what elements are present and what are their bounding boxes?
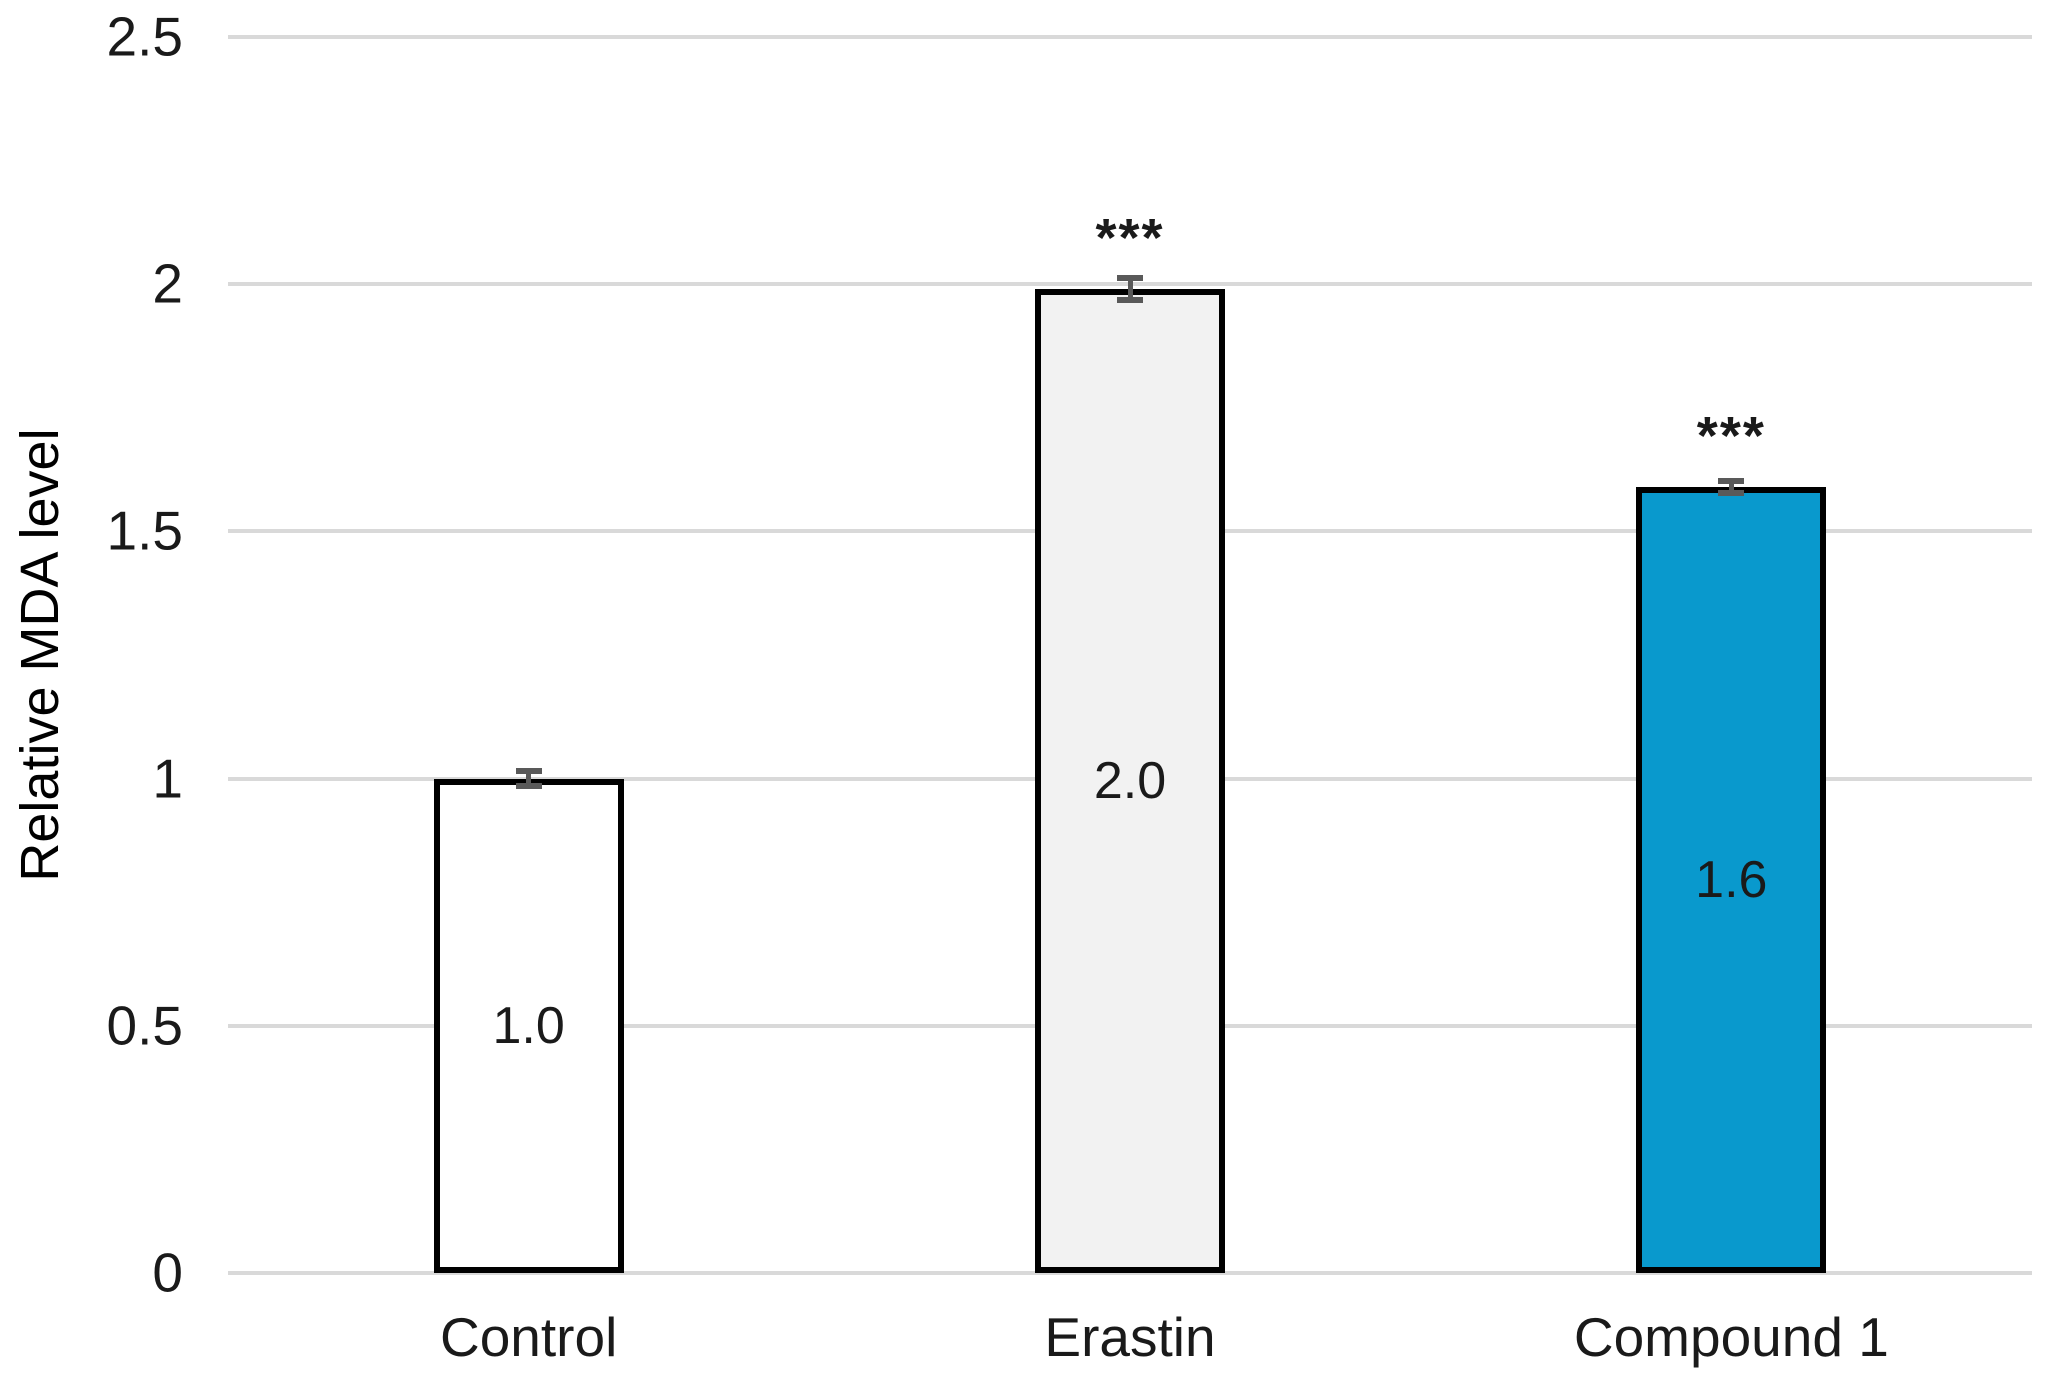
error-bar-cap: [1718, 477, 1745, 484]
x-tick-label: Compound 1: [1573, 1306, 1889, 1368]
error-bar: [526, 771, 532, 786]
bar-compound-1: [1636, 486, 1827, 1273]
significance-marker: ***: [1095, 208, 1165, 269]
bar-erastin: [1035, 289, 1225, 1273]
y-tick-label: 1.5: [106, 499, 183, 562]
error-bar-cap: [1117, 275, 1143, 282]
gridline: [228, 35, 2032, 39]
y-tick-label: 0.5: [106, 994, 183, 1057]
x-tick-label: Erastin: [1044, 1306, 1216, 1368]
error-bar: [1127, 278, 1133, 301]
y-tick-label: 2: [152, 252, 183, 315]
bar-value-label: 1.6: [1695, 850, 1768, 909]
bar-value-label: 1.0: [492, 996, 565, 1055]
y-axis-title: Relative MDA level: [10, 428, 70, 882]
error-bar-cap: [515, 783, 542, 790]
significance-marker: ***: [1696, 405, 1766, 466]
y-tick-label: 1: [152, 747, 183, 810]
y-tick-label: 2.5: [106, 5, 183, 68]
error-bar-cap: [515, 768, 542, 775]
y-tick-label: 0: [152, 1241, 183, 1304]
error-bar: [1728, 480, 1734, 493]
x-tick-label: Control: [440, 1306, 618, 1368]
gridline: [228, 1271, 2032, 1275]
error-bar-cap: [1117, 297, 1143, 304]
bar-control: [433, 778, 624, 1273]
bar-value-label: 2.0: [1093, 752, 1167, 811]
error-bar-cap: [1718, 489, 1745, 496]
